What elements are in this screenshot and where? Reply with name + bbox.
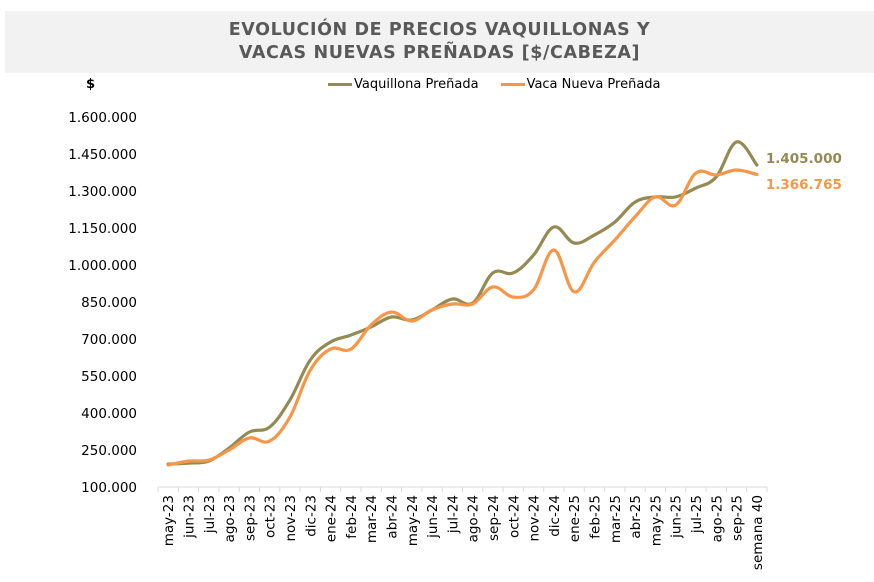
- y-tick-label: 1.450.000: [68, 147, 137, 163]
- x-tick-label: ago-25: [709, 495, 725, 542]
- y-tick-label: 1.150.000: [68, 221, 137, 237]
- end-label-vaquillona: 1.405.000: [766, 151, 842, 167]
- x-tick-label: dic-23: [303, 495, 319, 537]
- y-axis-unit-label: $: [86, 77, 96, 92]
- y-tick-label: 1.600.000: [68, 110, 137, 126]
- y-tick-label: 1.000.000: [68, 258, 137, 274]
- x-tick-label: jul-24: [445, 495, 461, 534]
- chart-title-line-2: VACAS NUEVAS PREÑADAS [$/CABEZA]: [238, 43, 641, 63]
- x-tick-label: mar-24: [364, 495, 380, 543]
- chart-legend: Vaquillona Preñada Vaca Nueva Preñada: [328, 77, 683, 92]
- x-tick-label: jun-25: [669, 495, 685, 539]
- x-tick-label: ago-24: [466, 495, 482, 542]
- y-tick-label: 1.300.000: [68, 184, 137, 200]
- y-tick-label: 850.000: [81, 295, 137, 311]
- legend-item-vaca: Vaca Nueva Preñada: [500, 77, 661, 92]
- x-tick-label: ene-25: [567, 495, 583, 542]
- x-tick-label: sep-23: [242, 495, 258, 541]
- chart-title-line-1: EVOLUCIÓN DE PRECIOS VAQUILLONAS Y: [228, 20, 651, 40]
- x-tick-label: ago-23: [222, 495, 238, 542]
- chart-title: EVOLUCIÓN DE PRECIOS VAQUILLONAS Y VACAS…: [5, 19, 874, 65]
- x-tick-label: jul-23: [202, 495, 218, 534]
- x-tick-label: oct-24: [506, 495, 522, 538]
- y-tick-label: 550.000: [81, 369, 137, 385]
- x-tick-label: semana 40: [750, 495, 766, 570]
- y-tick-label: 100.000: [81, 480, 137, 496]
- x-tick-label: may-25: [648, 495, 664, 546]
- legend-swatch-vaquillona: [328, 83, 352, 86]
- x-tick-label: dic-24: [547, 495, 563, 537]
- legend-label-vaca: Vaca Nueva Preñada: [526, 77, 661, 92]
- series-line-vaquillona: [166, 140, 759, 466]
- x-tick-label: mar-25: [608, 495, 624, 543]
- x-tick-label: may-24: [405, 495, 421, 546]
- x-tick-label: ene-24: [324, 495, 340, 542]
- x-tick-label: feb-25: [587, 495, 603, 539]
- x-tick-label: abr-24: [384, 495, 400, 539]
- x-tick-label: feb-24: [344, 495, 360, 539]
- y-tick-label: 250.000: [81, 443, 137, 459]
- legend-swatch-vaca: [500, 83, 525, 86]
- y-tick-label: 400.000: [81, 406, 137, 422]
- end-label-vaca: 1.366.765: [766, 177, 842, 193]
- y-tick-label: 700.000: [81, 332, 137, 348]
- legend-item-vaquillona: Vaquillona Preñada: [328, 77, 479, 92]
- x-tick-label: sep-25: [730, 495, 746, 541]
- x-tick-label: jun-23: [181, 495, 197, 539]
- chart-title-band: EVOLUCIÓN DE PRECIOS VAQUILLONAS Y VACAS…: [5, 11, 874, 73]
- x-tick-label: nov-24: [527, 495, 543, 542]
- x-tick-label: may-23: [161, 495, 177, 546]
- x-tick-label: oct-23: [263, 495, 279, 538]
- x-tick-label: jul-25: [689, 495, 705, 534]
- x-tick-label: sep-24: [486, 495, 502, 541]
- x-tick-label: abr-25: [628, 495, 644, 539]
- series-line-vaca: [166, 168, 759, 467]
- x-tick-label: jun-24: [425, 495, 441, 539]
- legend-label-vaquillona: Vaquillona Preñada: [354, 77, 479, 92]
- x-tick-label: nov-23: [283, 495, 299, 542]
